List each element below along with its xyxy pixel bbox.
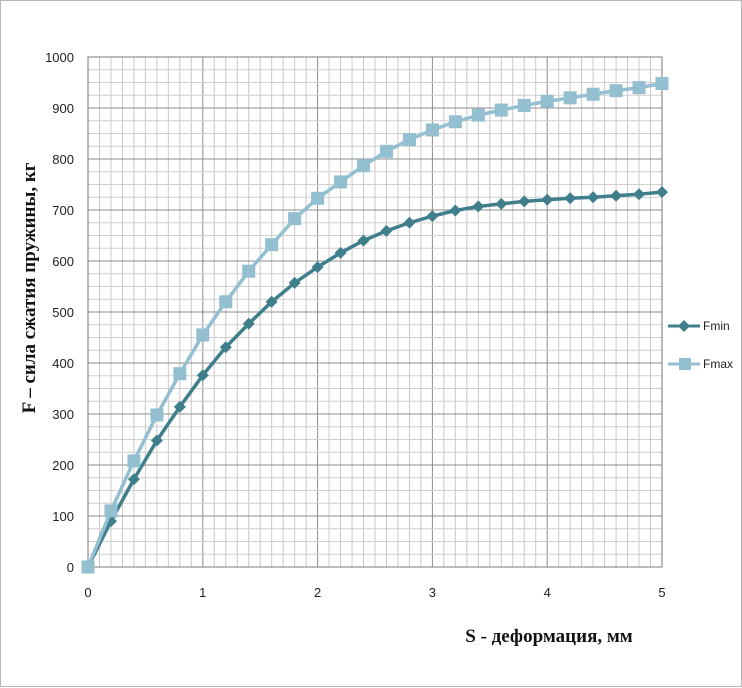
data-point-fmax — [655, 77, 669, 91]
y-tick-label: 400 — [52, 356, 74, 371]
data-point-fmax — [402, 133, 416, 147]
legend-item-fmin: Fmin — [668, 319, 730, 333]
data-point-fmin — [265, 295, 278, 308]
data-point-fmin — [357, 234, 370, 247]
data-point-fmax — [632, 81, 646, 95]
data-point-fmax — [517, 98, 531, 112]
data-point-fmin — [541, 193, 554, 206]
data-point-fmax — [357, 159, 371, 173]
x-tick-labels: 0 1 2 3 4 5 — [84, 585, 665, 600]
data-point-fmax — [173, 367, 187, 381]
legend-label-fmax: Fmax — [703, 357, 733, 371]
x-tick-label: 5 — [658, 585, 665, 600]
data-point-fmax — [265, 238, 279, 252]
data-point-fmax — [242, 264, 256, 278]
y-tick-label: 1000 — [45, 50, 74, 65]
data-point-fmax — [311, 191, 325, 205]
y-tick-label: 100 — [52, 509, 74, 524]
data-point-fmax — [150, 408, 164, 422]
data-point-fmin — [449, 204, 462, 217]
data-point-fmin — [495, 197, 508, 210]
plot-border — [87, 56, 663, 568]
data-point-fmin — [587, 191, 600, 204]
data-point-fmax — [81, 560, 95, 574]
y-tick-label: 600 — [52, 254, 74, 269]
x-tick-label: 3 — [429, 585, 436, 600]
data-point-fmin — [472, 200, 485, 213]
y-tick-label: 200 — [52, 458, 74, 473]
legend-marker — [678, 320, 690, 332]
data-point-fmax — [563, 91, 577, 105]
y-tick-label: 500 — [52, 305, 74, 320]
x-tick-label: 1 — [199, 585, 206, 600]
data-point-fmax — [586, 87, 600, 101]
legend: Fmin Fmax — [668, 319, 733, 371]
data-point-fmax — [379, 144, 393, 158]
y-tick-label: 300 — [52, 407, 74, 422]
data-point-fmax — [288, 212, 302, 226]
series-fmax — [81, 77, 669, 574]
y-tick-label: 800 — [52, 152, 74, 167]
legend-label-fmin: Fmin — [703, 319, 730, 333]
data-point-fmin — [173, 400, 186, 413]
data-point-fmin — [403, 216, 416, 229]
data-point-fmax — [425, 123, 439, 137]
data-point-fmin — [426, 210, 439, 223]
legend-item-fmax: Fmax — [668, 357, 733, 371]
data-point-fmax — [219, 295, 233, 309]
x-axis-title: S - деформация, мм — [465, 626, 633, 647]
y-tick-label: 900 — [52, 101, 74, 116]
data-point-fmax — [494, 103, 508, 117]
y-tick-labels: 0 100 200 300 400 500 600 700 800 900 1000 — [45, 50, 74, 575]
data-point-fmax — [448, 115, 462, 129]
data-point-fmin — [633, 188, 646, 201]
data-point-fmin — [219, 341, 232, 354]
data-point-fmin — [656, 186, 668, 199]
data-point-fmin — [127, 473, 140, 486]
series-lines — [81, 77, 669, 574]
data-point-fmax — [334, 175, 348, 189]
data-point-fmin — [334, 246, 347, 259]
data-point-fmin — [610, 189, 623, 202]
data-point-fmin — [150, 434, 163, 447]
data-point-fmax — [127, 454, 141, 468]
data-point-fmax — [471, 108, 485, 122]
y-axis-title: F – сила сжатия пружины, кг — [19, 162, 40, 413]
y-tick-label: 700 — [52, 203, 74, 218]
x-tick-label: 4 — [544, 585, 551, 600]
data-point-fmax — [104, 504, 118, 518]
x-tick-label: 2 — [314, 585, 321, 600]
data-point-fmax — [609, 84, 623, 98]
data-point-fmin — [564, 192, 577, 205]
data-point-fmax — [540, 94, 554, 108]
grid — [88, 57, 662, 567]
data-point-fmin — [288, 276, 301, 289]
data-point-fmin — [380, 224, 393, 237]
axes — [87, 56, 663, 568]
y-tick-label: 0 — [67, 560, 74, 575]
series-fmin — [82, 186, 668, 573]
data-point-fmax — [196, 328, 210, 342]
data-point-fmin — [196, 369, 209, 382]
x-tick-label: 0 — [84, 585, 91, 600]
data-point-fmin — [518, 195, 531, 208]
data-point-fmin — [242, 317, 255, 330]
data-point-fmin — [311, 261, 324, 274]
legend-marker — [679, 358, 691, 370]
